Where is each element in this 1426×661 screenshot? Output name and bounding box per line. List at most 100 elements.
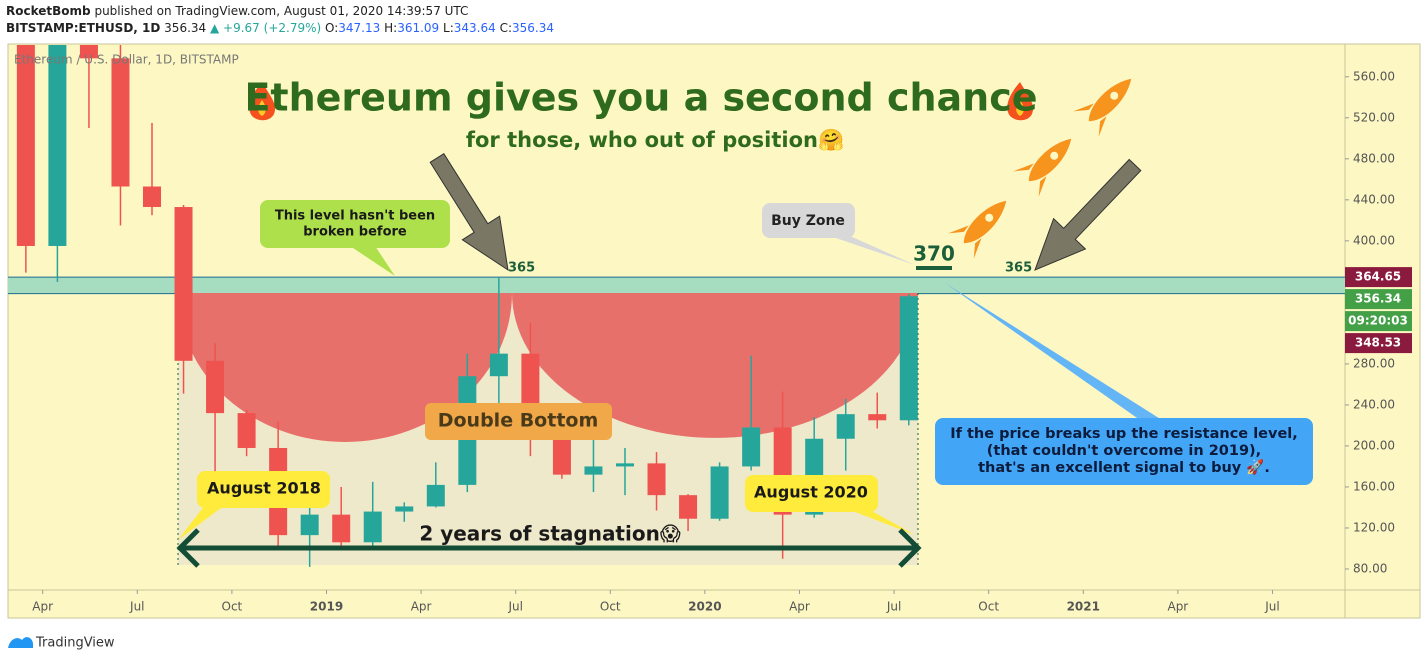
candles: [16, 45, 918, 567]
candle-body: [332, 514, 351, 543]
x-tick-label: 2019: [310, 600, 343, 614]
y-tick-label: 560.00: [1353, 69, 1395, 83]
price-tag-label: 364.65: [1355, 270, 1401, 284]
y-tick-label: 80.00: [1353, 561, 1387, 575]
rocket: [1073, 78, 1132, 137]
y-tick-label: 280.00: [1353, 356, 1395, 370]
candle-body: [742, 427, 761, 467]
pointer-arrow: [429, 153, 509, 272]
o-val: 347.13: [338, 21, 381, 35]
candle-body: [206, 360, 225, 414]
c-val: 356.34: [512, 21, 554, 35]
x-tick-label: Oct: [222, 600, 243, 614]
symbol: BITSTAMP:ETHUSD, 1D: [6, 21, 161, 35]
y-tick-label: 440.00: [1353, 192, 1395, 206]
x-tick-label: Apr: [1167, 600, 1188, 614]
publisher: RocketBomb: [6, 4, 91, 18]
x-tick-label: Jul: [507, 600, 522, 614]
callout-text: This level hasn't been: [275, 209, 435, 224]
level-label: 365: [508, 261, 535, 276]
rocket: [948, 200, 1007, 259]
price-tag-label: 348.53: [1355, 336, 1401, 350]
candle-body: [174, 207, 193, 361]
x-tick-label: Jul: [1264, 600, 1279, 614]
level-label: 370: [913, 242, 955, 266]
callout-text: that's an excellent signal to buy 🚀.: [978, 458, 1270, 476]
l-val: 343.64: [453, 21, 496, 35]
callout: [745, 475, 878, 512]
x-tick-label: Oct: [978, 600, 999, 614]
resistance-zone: [8, 276, 1345, 295]
candle-body: [16, 45, 35, 246]
candle-body: [647, 463, 666, 496]
candle-body: [899, 296, 918, 421]
subtitle: for those, who out of position🤗: [466, 128, 844, 152]
y-tick-label: 160.00: [1353, 479, 1395, 493]
h: H:: [384, 21, 398, 35]
callout-text: If the price breaks up the resistance le…: [950, 426, 1298, 442]
candle-body: [237, 413, 256, 448]
ohlc: O:347.13 H:361.09 L:343.64 C:356.34: [325, 21, 554, 35]
price-tag: [1345, 267, 1412, 288]
candle-body: [143, 186, 162, 208]
candle-body: [584, 466, 603, 475]
x-tick-label: 2020: [688, 600, 721, 614]
callout-text: August 2018: [207, 479, 321, 498]
candle-body: [836, 414, 855, 439]
x-tick-label: 2021: [1067, 600, 1100, 614]
callout-tail: [350, 246, 395, 276]
y-tick-label: 480.00: [1353, 151, 1395, 165]
candle-body: [679, 495, 698, 519]
candle-body: [111, 58, 130, 187]
callout-tail: [850, 510, 915, 535]
price-tag-label: 356.34: [1355, 292, 1401, 306]
callout: [260, 200, 450, 248]
flame: [249, 82, 276, 121]
zone-band: [8, 277, 1345, 294]
h-val: 361.09: [397, 21, 440, 35]
pointer-arrow: [1034, 158, 1142, 271]
published: published on TradingView.com, August 01,…: [94, 4, 469, 18]
pattern-box: [425, 403, 612, 440]
span-arrow-head: [176, 528, 200, 568]
x-tick-label: Apr: [411, 600, 432, 614]
callout: [762, 203, 855, 238]
callout-tail: [178, 505, 225, 540]
bottom-arc: [512, 293, 918, 438]
price-tag: [1345, 311, 1412, 332]
change: ▲ +9.67 (+2.79%): [210, 21, 322, 35]
y-tick-label: 400.00: [1353, 233, 1395, 247]
footer-text: TradingView: [35, 636, 115, 651]
candle-body: [489, 353, 508, 377]
header: RocketBomb published on TradingView.com,…: [6, 3, 554, 37]
candle-body: [710, 466, 729, 519]
x-tick-label: Oct: [600, 600, 621, 614]
callout-text: Buy Zone: [771, 213, 845, 229]
y-tick-label: 120.00: [1353, 520, 1395, 534]
flame: [1007, 82, 1034, 121]
candle-body: [79, 45, 98, 59]
callout: [935, 418, 1313, 485]
price-tag-label: 09:20:03: [1348, 314, 1408, 328]
title: Ethereum gives you a second chance: [244, 76, 1037, 120]
y-tick-label: 200.00: [1353, 438, 1395, 452]
candle-body: [615, 463, 634, 467]
last: 356.34: [164, 21, 207, 35]
symbol-line: BITSTAMP:ETHUSD, 1D 356.34 ▲ +9.67 (+2.7…: [6, 20, 554, 37]
x-tick-label: Apr: [789, 600, 810, 614]
footer: TradingView: [8, 636, 115, 651]
level-label: 365: [1005, 261, 1032, 276]
span-label: 2 years of stagnation😱: [419, 522, 681, 546]
callout-text: broken before: [303, 225, 407, 240]
c: C:: [499, 21, 512, 35]
candle-body: [48, 45, 67, 246]
rocket: [1013, 138, 1072, 197]
candle-body: [300, 514, 319, 536]
x-tick-label: Jul: [886, 600, 901, 614]
pattern-label: Double Bottom: [438, 410, 599, 432]
y-tick-label: 520.00: [1353, 110, 1395, 124]
callout-tail: [945, 283, 1162, 420]
callout: [197, 471, 330, 508]
